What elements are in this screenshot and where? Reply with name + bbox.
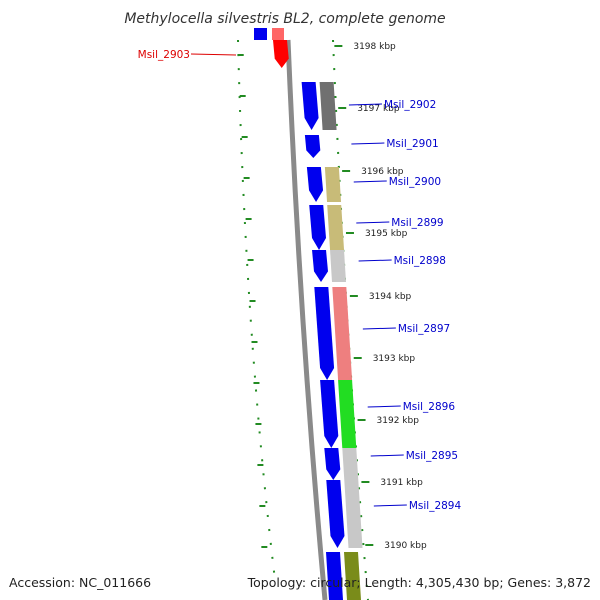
scale-ticks: 3198 kbp 3197 kbp 3196 kbp 3195 kbp 3194 kbp… xyxy=(334,42,427,551)
gene-msil-2896[interactable]: Msil_2896 xyxy=(320,380,455,448)
genome-summary-text: Topology: circular; Length: 4,305,430 bp… xyxy=(247,575,591,590)
gene-leader-line xyxy=(190,53,237,56)
gene-arrow[interactable] xyxy=(273,40,289,68)
gene-arrow[interactable] xyxy=(326,480,345,548)
gene-leader-line xyxy=(367,405,401,408)
scale-tick-label: 3197 kbp xyxy=(357,104,400,114)
gene-msil-2903[interactable]: Msil_2903 xyxy=(138,40,289,68)
gene-leader-line xyxy=(373,504,407,507)
gene-msil-2894[interactable]: Msil_2894 xyxy=(326,480,461,548)
gene-cog-block xyxy=(324,167,342,202)
scale-tick-label: 3193 kbp xyxy=(373,354,416,364)
backbone-arc xyxy=(285,39,328,600)
gene-cog-block xyxy=(330,250,347,282)
gene-label[interactable]: Msil_2902 xyxy=(384,99,436,111)
gene-msil-2899[interactable]: Msil_2899 xyxy=(309,205,444,250)
gene-label[interactable]: Msil_2895 xyxy=(406,450,458,462)
gene-leader-line xyxy=(348,103,382,106)
scale-tick-label: 3195 kbp xyxy=(365,229,408,239)
gene-leader-line xyxy=(358,259,392,262)
gene-top-cog-partial xyxy=(272,28,284,40)
gene-cog-block xyxy=(344,480,363,548)
gene-label[interactable]: Msil_2898 xyxy=(394,255,446,267)
gene-label[interactable]: Msil_2896 xyxy=(403,401,456,413)
gene-leader-line xyxy=(370,454,404,457)
gene-msil-2895[interactable]: Msil_2895 xyxy=(324,448,458,480)
scale-tick-label: 3191 kbp xyxy=(380,478,423,488)
scale-tick-label: 3196 kbp xyxy=(361,167,404,177)
gene-leader-line xyxy=(362,327,396,330)
gene-leader-line xyxy=(351,142,385,145)
gene-arrow[interactable] xyxy=(301,82,319,130)
gene-label[interactable]: Msil_2901 xyxy=(386,138,438,150)
gene-bottom-forward-partial xyxy=(326,552,343,600)
gene-arrow[interactable] xyxy=(309,205,327,250)
scale-tick-label: 3190 kbp xyxy=(384,541,427,551)
gene-cog-block xyxy=(332,287,353,380)
gene-arrow[interactable] xyxy=(314,287,335,380)
gene-cog-block xyxy=(338,380,357,448)
gene-arrow[interactable] xyxy=(306,167,324,202)
gene-tracks xyxy=(237,39,369,600)
gene-top-forward-partial xyxy=(254,28,267,40)
gene-msil-2900[interactable]: Msil_2900 xyxy=(306,167,441,202)
gene-msil-2902[interactable]: Msil_2902 xyxy=(301,82,437,130)
gene-label[interactable]: Msil_2900 xyxy=(389,176,441,188)
gene-label[interactable]: Msil_2897 xyxy=(398,323,450,335)
inner-dotted-track xyxy=(237,39,276,581)
map-title: Methylocella silvestris BL2, complete ge… xyxy=(124,11,445,27)
gene-msil-2898[interactable]: Msil_2898 xyxy=(312,250,446,282)
scale-tick-label: 3198 kbp xyxy=(353,42,396,52)
gene-msil-2901[interactable]: Msil_2901 xyxy=(304,135,439,158)
gene-cog-block xyxy=(319,82,337,130)
gene-arrow[interactable] xyxy=(312,250,329,282)
gene-label[interactable]: Msil_2903 xyxy=(138,49,190,61)
accession-text: Accession: NC_011666 xyxy=(9,575,151,590)
scale-tick-label: 3192 kbp xyxy=(377,416,420,426)
gene-arrow[interactable] xyxy=(320,380,339,448)
gene-leader-line xyxy=(353,180,387,183)
gene-arrow[interactable] xyxy=(324,448,341,480)
gene-cog-block xyxy=(342,448,359,480)
genes: Msil_2903 Msil_2902 Msil_2901 Msil_2900 Msil… xyxy=(138,28,461,600)
gene-cog-block xyxy=(327,205,345,250)
gene-leader-line xyxy=(356,221,390,224)
gene-label[interactable]: Msil_2899 xyxy=(391,217,443,229)
gene-msil-2897[interactable]: Msil_2897 xyxy=(314,287,450,380)
scale-tick-label: 3194 kbp xyxy=(369,292,412,302)
gene-bottom-cog-partial xyxy=(344,552,361,600)
gene-arrow[interactable] xyxy=(304,135,321,158)
gene-label[interactable]: Msil_2894 xyxy=(409,500,462,512)
